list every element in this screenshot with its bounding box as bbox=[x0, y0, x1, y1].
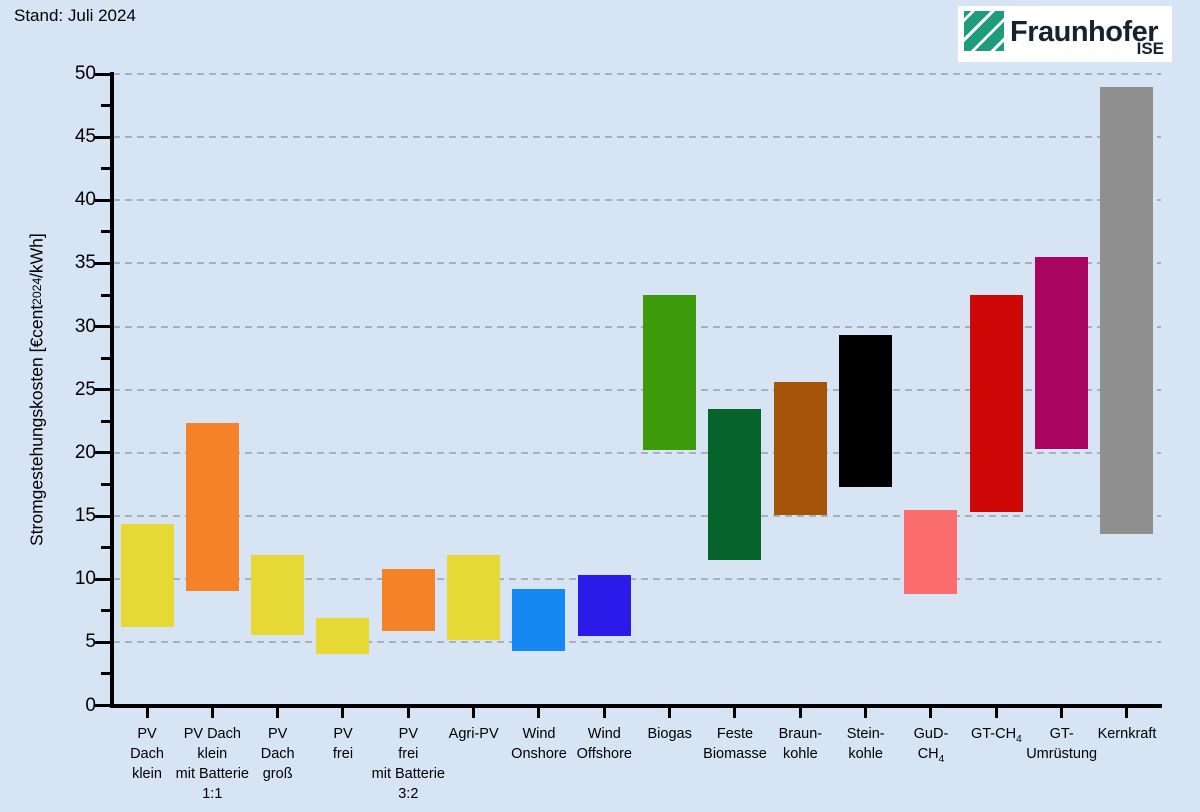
category-label-gt-ch4: GT-CH4 bbox=[970, 726, 1022, 745]
bar-kernkraft bbox=[1100, 86, 1154, 534]
y-tick-label-45: 45 bbox=[74, 126, 96, 148]
y-tick-label-30: 30 bbox=[74, 315, 96, 337]
bar-pv-dach-klein bbox=[120, 523, 174, 628]
bar-biogas bbox=[643, 295, 697, 451]
category-label-pv-frei: PV frei bbox=[332, 726, 354, 762]
category-label-biogas: Biogas bbox=[647, 726, 692, 742]
category-label-agri-pv: Agri-PV bbox=[448, 726, 499, 742]
bar-steinkohle bbox=[839, 335, 893, 487]
bar-pv-dach-klein-batterie-1-1 bbox=[185, 422, 239, 591]
y-major-tick-20 bbox=[95, 451, 110, 455]
y-tick-label-10: 10 bbox=[74, 568, 96, 590]
y-tick-label-0: 0 bbox=[85, 694, 96, 716]
fraunhofer-wordmark: Fraunhofer bbox=[1010, 16, 1159, 48]
category-label-braunkohle: Braun-kohle bbox=[778, 726, 823, 762]
y-minor-tick-47.5 bbox=[101, 104, 110, 108]
gridline-25 bbox=[113, 388, 1161, 391]
y-major-tick-15 bbox=[95, 514, 110, 518]
y-minor-tick-37.5 bbox=[101, 230, 110, 234]
category-label-feste-biomasse: Feste Biomasse bbox=[703, 726, 767, 762]
y-major-tick-5 bbox=[95, 640, 110, 644]
gridline-20 bbox=[113, 451, 1161, 454]
category-label-gt-umruestung: GT- Umrüstung bbox=[1026, 726, 1098, 762]
y-axis-line bbox=[110, 72, 114, 707]
y-major-tick-35 bbox=[95, 261, 110, 265]
y-minor-tick-2.5 bbox=[101, 672, 110, 676]
x-tick-pv-frei bbox=[341, 707, 345, 718]
x-tick-gud-ch4 bbox=[929, 707, 933, 718]
bar-pv-frei-batterie-3-2 bbox=[381, 569, 435, 631]
x-tick-steinkohle bbox=[864, 707, 868, 718]
bar-gud-ch4 bbox=[904, 509, 958, 595]
y-major-tick-30 bbox=[95, 325, 110, 329]
y-tick-label-40: 40 bbox=[74, 189, 96, 211]
fraunhofer-ise-logo: Fraunhofer ISE bbox=[958, 6, 1172, 62]
bar-pv-dach-gross bbox=[251, 555, 305, 635]
x-tick-pv-dach-klein bbox=[145, 707, 149, 718]
category-label-pv-dach-gross: PV Dach groß bbox=[260, 726, 295, 782]
x-tick-gt-umruestung bbox=[1060, 707, 1064, 718]
fraunhofer-logo-icon bbox=[964, 11, 1004, 51]
x-tick-pv-dach-klein-batterie-1-1 bbox=[210, 707, 214, 718]
bar-pv-frei bbox=[316, 618, 370, 654]
bar-gt-umruestung bbox=[1035, 257, 1089, 450]
bar-wind-onshore bbox=[512, 589, 566, 652]
x-axis-line bbox=[110, 704, 1162, 708]
bar-agri-pv bbox=[447, 555, 501, 640]
y-minor-tick-42.5 bbox=[101, 167, 110, 171]
gridline-40 bbox=[113, 199, 1161, 202]
x-tick-wind-offshore bbox=[602, 707, 606, 718]
category-label-wind-offshore: Wind Offshore bbox=[576, 726, 633, 762]
y-minor-tick-17.5 bbox=[101, 482, 110, 486]
x-tick-braunkohle bbox=[798, 707, 802, 718]
category-label-wind-onshore: Wind Onshore bbox=[511, 726, 567, 762]
y-major-tick-0 bbox=[95, 704, 110, 707]
bar-feste-biomasse bbox=[708, 408, 762, 561]
category-label-pv-frei-batterie-3-2: PV frei mit Batterie 3:2 bbox=[371, 726, 445, 802]
x-tick-pv-dach-gross bbox=[276, 707, 280, 718]
category-label-kernkraft: Kernkraft bbox=[1097, 726, 1157, 742]
gridline-50 bbox=[113, 73, 1161, 75]
bar-gt-ch4 bbox=[969, 295, 1023, 513]
y-tick-label-35: 35 bbox=[74, 252, 96, 274]
y-tick-label-5: 5 bbox=[85, 631, 96, 653]
y-tick-label-50: 50 bbox=[74, 63, 96, 84]
x-tick-kernkraft bbox=[1125, 707, 1129, 718]
x-tick-pv-frei-batterie-3-2 bbox=[406, 707, 410, 718]
category-label-gud-ch4: GuD- CH4 bbox=[913, 726, 949, 765]
gridline-15 bbox=[113, 515, 1161, 518]
y-major-tick-50 bbox=[95, 72, 110, 76]
y-tick-label-25: 25 bbox=[74, 378, 96, 400]
institute-label: ISE bbox=[1136, 39, 1164, 58]
y-minor-tick-27.5 bbox=[101, 356, 110, 360]
y-minor-tick-7.5 bbox=[101, 609, 110, 613]
x-tick-agri-pv bbox=[472, 707, 476, 718]
y-major-tick-40 bbox=[95, 198, 110, 202]
y-minor-tick-32.5 bbox=[101, 293, 110, 297]
bar-braunkohle bbox=[773, 382, 827, 515]
y-major-tick-45 bbox=[95, 135, 110, 139]
gridline-30 bbox=[113, 325, 1161, 328]
gridline-10 bbox=[113, 578, 1161, 581]
gridline-5 bbox=[113, 641, 1161, 644]
x-tick-gt-ch4 bbox=[994, 707, 998, 718]
stand-date-label: Stand: Juli 2024 bbox=[14, 6, 136, 25]
y-major-tick-10 bbox=[95, 577, 110, 581]
x-tick-feste-biomasse bbox=[733, 707, 737, 718]
x-tick-biogas bbox=[668, 707, 672, 718]
category-label-pv-dach-klein-batterie-1-1: PV Dach klein mit Batterie 1:1 bbox=[175, 726, 249, 802]
y-minor-tick-12.5 bbox=[101, 546, 110, 550]
bar-wind-offshore bbox=[577, 575, 631, 637]
gridline-45 bbox=[113, 136, 1161, 139]
y-tick-label-20: 20 bbox=[74, 441, 96, 463]
y-minor-tick-22.5 bbox=[101, 419, 110, 423]
category-label-steinkohle: Stein-kohle bbox=[846, 726, 885, 762]
y-tick-label-15: 15 bbox=[74, 505, 96, 527]
gridline-35 bbox=[113, 262, 1161, 265]
category-label-pv-dach-klein: PV Dach klein bbox=[130, 726, 164, 782]
x-tick-wind-onshore bbox=[537, 707, 541, 718]
y-major-tick-25 bbox=[95, 388, 110, 392]
